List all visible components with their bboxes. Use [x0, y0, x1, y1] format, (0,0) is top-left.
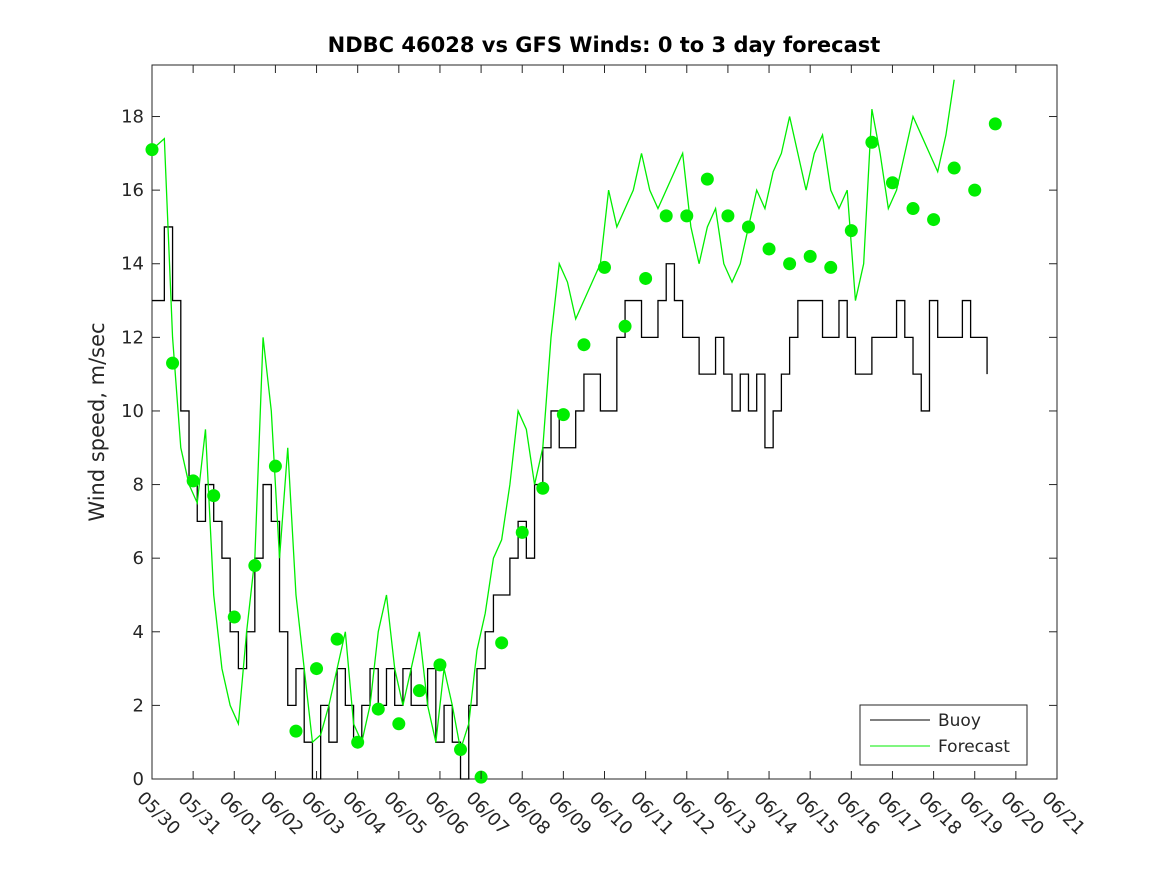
forecast-marker — [783, 257, 797, 271]
forecast-marker — [207, 489, 221, 503]
forecast-marker — [844, 224, 858, 238]
forecast-marker — [536, 481, 550, 495]
forecast-marker — [433, 658, 447, 672]
y-tick-label: 18 — [121, 107, 144, 128]
forecast-marker — [803, 249, 817, 263]
forecast-marker — [721, 209, 735, 223]
series-layer — [145, 79, 1002, 784]
forecast-marker — [741, 220, 755, 234]
x-tick-label: 06/18 — [914, 788, 966, 840]
x-tick-label: 06/19 — [955, 788, 1007, 840]
x-tick-label: 05/31 — [174, 788, 226, 840]
y-tick-label: 0 — [133, 769, 144, 790]
y-tick-label: 4 — [133, 622, 144, 643]
forecast-marker — [824, 260, 838, 274]
forecast-marker — [639, 271, 653, 285]
forecast-marker — [577, 338, 591, 352]
y-tick-label: 2 — [133, 695, 144, 716]
chart-title: NDBC 46028 vs GFS Winds: 0 to 3 day fore… — [328, 33, 881, 57]
x-tick-label: 06/16 — [832, 788, 884, 840]
forecast-marker — [762, 242, 776, 256]
y-tick-label: 12 — [121, 327, 144, 348]
forecast-marker — [906, 202, 920, 216]
x-tick-label: 06/12 — [667, 788, 719, 840]
forecast-marker — [454, 743, 468, 757]
x-tick-label: 06/20 — [996, 788, 1048, 840]
forecast-marker — [289, 724, 303, 738]
legend-forecast-label: Forecast — [938, 737, 1010, 757]
forecast-marker — [556, 408, 570, 422]
x-tick-label: 06/21 — [1037, 788, 1089, 840]
x-tick-label: 06/17 — [873, 788, 925, 840]
x-tick-label: 06/10 — [585, 788, 637, 840]
x-tick-label: 06/09 — [544, 788, 596, 840]
forecast-marker — [310, 662, 324, 676]
forecast-marker — [186, 474, 200, 488]
forecast-marker — [680, 209, 694, 223]
forecast-marker — [947, 161, 961, 175]
x-tick-label: 06/13 — [708, 788, 760, 840]
forecast-marker — [515, 525, 529, 539]
y-tick-label: 14 — [121, 254, 144, 275]
forecast-marker — [392, 717, 406, 731]
forecast-marker — [495, 636, 509, 650]
x-tick-label: 05/30 — [132, 788, 184, 840]
forecast-marker — [330, 632, 344, 646]
forecast-marker — [412, 684, 426, 698]
x-tick-label: 06/07 — [462, 788, 514, 840]
x-tick-label: 06/08 — [503, 788, 555, 840]
forecast-marker — [927, 213, 941, 227]
x-tick-label: 06/06 — [420, 788, 472, 840]
forecast-marker — [700, 172, 714, 186]
y-tick-label: 8 — [133, 475, 144, 496]
forecast-marker — [227, 610, 241, 624]
forecast-marker — [659, 209, 673, 223]
forecast-marker — [865, 135, 879, 149]
legend-box — [859, 704, 1028, 766]
forecast-marker — [166, 356, 180, 370]
forecast-marker — [988, 117, 1002, 131]
x-tick-label: 06/11 — [626, 788, 678, 840]
x-tick-label: 06/01 — [215, 788, 267, 840]
forecast-line — [151, 79, 955, 750]
y-tick-label: 16 — [121, 180, 144, 201]
x-tick-label: 06/04 — [338, 788, 390, 840]
forecast-marker — [351, 735, 365, 749]
forecast-marker — [248, 559, 262, 573]
forecast-marker — [885, 176, 899, 190]
forecast-marker — [371, 702, 385, 716]
legend: Buoy Forecast — [859, 704, 1028, 766]
y-tick-label: 10 — [121, 401, 144, 422]
forecast-marker — [968, 183, 982, 197]
y-axis-label: Wind speed, m/sec — [85, 322, 109, 521]
x-tick-label: 06/15 — [791, 788, 843, 840]
x-tick-label: 06/02 — [256, 788, 308, 840]
forecast-marker — [268, 459, 282, 473]
x-tick-label: 06/03 — [297, 788, 349, 840]
x-tick-label: 06/14 — [750, 788, 802, 840]
forecast-marker — [618, 319, 632, 333]
x-tick-label: 06/05 — [379, 788, 431, 840]
y-tick-label: 6 — [133, 548, 144, 569]
forecast-marker — [598, 260, 611, 274]
forecast-marker — [145, 143, 159, 157]
legend-buoy-label: Buoy — [938, 711, 981, 731]
